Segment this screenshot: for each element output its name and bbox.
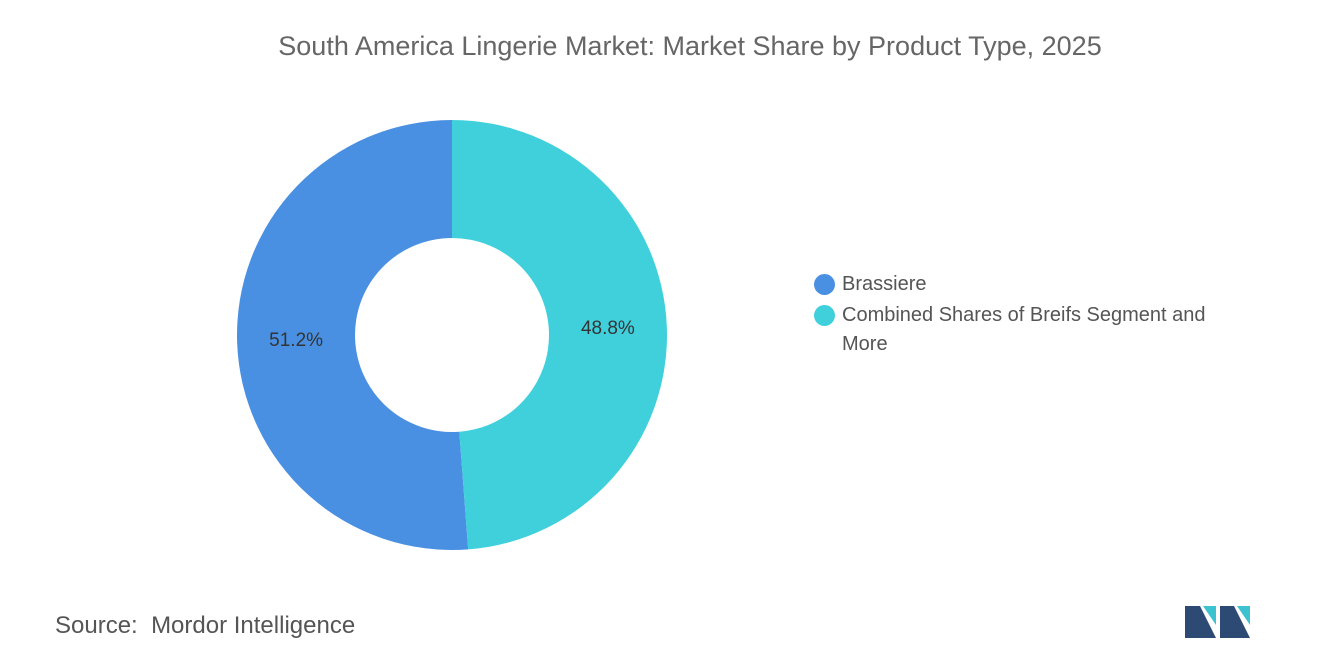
legend-label: Brassiere [842,273,927,295]
logo [1185,606,1250,638]
source: Mordor Intelligence [151,612,356,639]
legend: Brassiere Combined Shares of Breifs Segme… [814,270,1254,361]
legend-label: Combined Shares of Breifs Segment and Mo… [842,304,1206,355]
legend-item: Brassiere [814,270,1254,299]
chart-title: South America Lingerie Market: Market Sh… [278,31,1101,61]
slice [452,120,667,550]
slice [236,120,469,550]
value-label: 51.2% [269,330,323,351]
legend-swatch [814,274,835,295]
value-label: 48.8% [581,318,635,339]
footer: Source: Mordor Intelligence [55,612,355,640]
legend-item: Combined Shares of Breifs Segment and Mo… [814,301,1254,359]
source-label: Source: [55,612,138,639]
legend-swatch [814,305,835,326]
